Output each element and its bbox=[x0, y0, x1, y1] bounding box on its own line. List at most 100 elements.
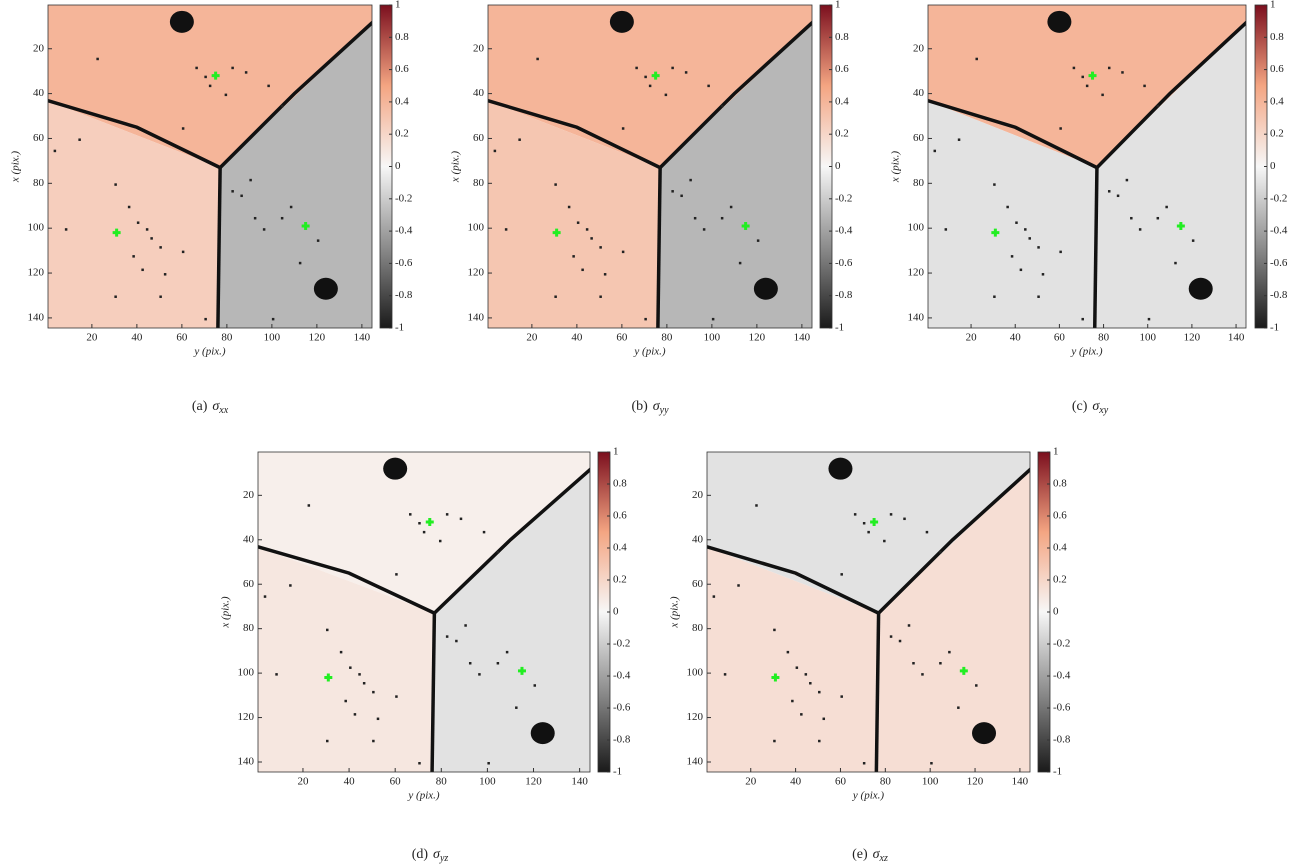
colorbar-tick-label: 0 bbox=[1053, 606, 1059, 618]
colorbar-tick-label: 0.6 bbox=[613, 510, 627, 522]
caption-part: (a) bbox=[192, 399, 208, 414]
pore bbox=[753, 277, 778, 300]
caption: (b) σyy bbox=[631, 399, 669, 416]
pore-dot bbox=[271, 317, 275, 321]
pore-dot bbox=[78, 138, 81, 141]
marker bbox=[741, 221, 750, 230]
pore-dot bbox=[729, 205, 733, 209]
x-tick-label: 140 bbox=[354, 332, 371, 344]
colorbar-tick-label: -1 bbox=[395, 322, 404, 334]
y-tick-label: 140 bbox=[468, 311, 485, 323]
pore-dot bbox=[298, 261, 302, 265]
colorbar-tick-label: 0.6 bbox=[1270, 63, 1284, 75]
pore-dot bbox=[132, 255, 135, 258]
pore-dot bbox=[159, 295, 162, 298]
y-tick-label: 40 bbox=[473, 87, 485, 99]
y-tick-label: 60 bbox=[33, 132, 45, 144]
pore-dot bbox=[903, 517, 906, 521]
pore-dot bbox=[487, 762, 490, 765]
caption-part: σ bbox=[653, 399, 661, 414]
y-tick-label: 40 bbox=[692, 533, 704, 545]
pore-dot bbox=[362, 682, 366, 685]
grain-boundary bbox=[1095, 20, 1246, 169]
y-axis-label: x (pix.) bbox=[450, 151, 462, 183]
pore-dot bbox=[1156, 104, 1160, 108]
caption: (a) σxx bbox=[192, 399, 229, 416]
grain-boundary bbox=[658, 20, 812, 169]
colorbar-tick-label: -0.8 bbox=[395, 289, 413, 301]
caption-part: (d) bbox=[412, 847, 429, 862]
x-tick-label: 120 bbox=[749, 332, 766, 344]
pore-dot bbox=[349, 666, 352, 669]
pore-dot bbox=[445, 513, 449, 516]
colorbar-tick-label: -0.2 bbox=[395, 192, 412, 204]
pore-dot bbox=[1019, 268, 1023, 272]
pore-dot bbox=[504, 228, 508, 231]
pore-dot bbox=[1116, 194, 1120, 198]
pore-dot bbox=[898, 639, 902, 643]
pore-dot bbox=[96, 57, 99, 61]
pore-dot bbox=[493, 149, 497, 153]
colorbar-tick-label: 0 bbox=[835, 160, 841, 172]
x-tick-label: 20 bbox=[966, 332, 978, 344]
pore-dot bbox=[422, 530, 426, 534]
pore-dot bbox=[1156, 216, 1160, 220]
pore-dot bbox=[204, 75, 207, 79]
x-tick-label: 120 bbox=[1184, 332, 1201, 344]
pore bbox=[1047, 10, 1072, 33]
x-axis-label: y (pix.) bbox=[193, 346, 225, 358]
pore-dot bbox=[925, 530, 929, 534]
grain-boundary bbox=[656, 167, 662, 328]
pore-dot bbox=[1037, 295, 1040, 298]
pore-dot bbox=[975, 57, 978, 61]
y-tick-label: 120 bbox=[687, 711, 704, 723]
pore-dot bbox=[372, 690, 375, 694]
grain-region bbox=[217, 22, 372, 328]
y-tick-label: 40 bbox=[243, 533, 255, 545]
grain-region bbox=[432, 469, 590, 772]
pore-dot bbox=[204, 317, 207, 321]
caption: (c) σxy bbox=[1072, 399, 1109, 416]
pore-dot bbox=[249, 178, 252, 182]
y-tick-label: 140 bbox=[687, 756, 704, 768]
pore-dot bbox=[280, 216, 284, 220]
caption-part: xz bbox=[879, 853, 888, 864]
colorbar-tick-label: 0 bbox=[613, 606, 619, 618]
pore-dot bbox=[1174, 261, 1177, 265]
pore-dot bbox=[795, 666, 799, 669]
pore-dot bbox=[912, 662, 915, 665]
heatmap bbox=[928, 5, 1246, 328]
pore-dot bbox=[1059, 127, 1062, 130]
colorbar-tick-label: -0.4 bbox=[613, 670, 631, 682]
pore-dot bbox=[840, 573, 843, 576]
pore-dot bbox=[280, 104, 284, 108]
pore-dot bbox=[581, 268, 584, 272]
pore-dot bbox=[505, 650, 509, 654]
pore-dot bbox=[253, 216, 257, 220]
pore-dot bbox=[1147, 317, 1151, 321]
grain-boundary bbox=[218, 20, 372, 169]
pore-dot bbox=[737, 584, 740, 587]
colorbar-tick-label: 1 bbox=[1270, 0, 1276, 11]
x-tick-label: 140 bbox=[571, 776, 588, 788]
pore bbox=[609, 10, 634, 33]
pore-dot bbox=[464, 624, 467, 627]
colorbar-tick-label: 0.2 bbox=[1270, 128, 1284, 140]
y-tick-label: 40 bbox=[913, 87, 925, 99]
pore-dot bbox=[445, 635, 449, 638]
pore bbox=[1188, 277, 1213, 300]
y-tick-label: 60 bbox=[243, 578, 255, 590]
pore-dot bbox=[1138, 228, 1142, 231]
pore-dot bbox=[1006, 205, 1009, 209]
colorbar-tick-label: -0.8 bbox=[1270, 289, 1288, 301]
pore-dot bbox=[1072, 66, 1076, 70]
x-tick-label: 60 bbox=[390, 776, 402, 788]
heatmap bbox=[258, 452, 590, 772]
x-tick-label: 40 bbox=[131, 332, 143, 344]
pore-dot bbox=[127, 205, 131, 209]
y-axis-label: x (pix.) bbox=[10, 151, 22, 183]
axes-frame bbox=[927, 4, 1247, 329]
caption-part: (e) bbox=[852, 847, 868, 862]
y-tick-label: 140 bbox=[28, 311, 45, 323]
